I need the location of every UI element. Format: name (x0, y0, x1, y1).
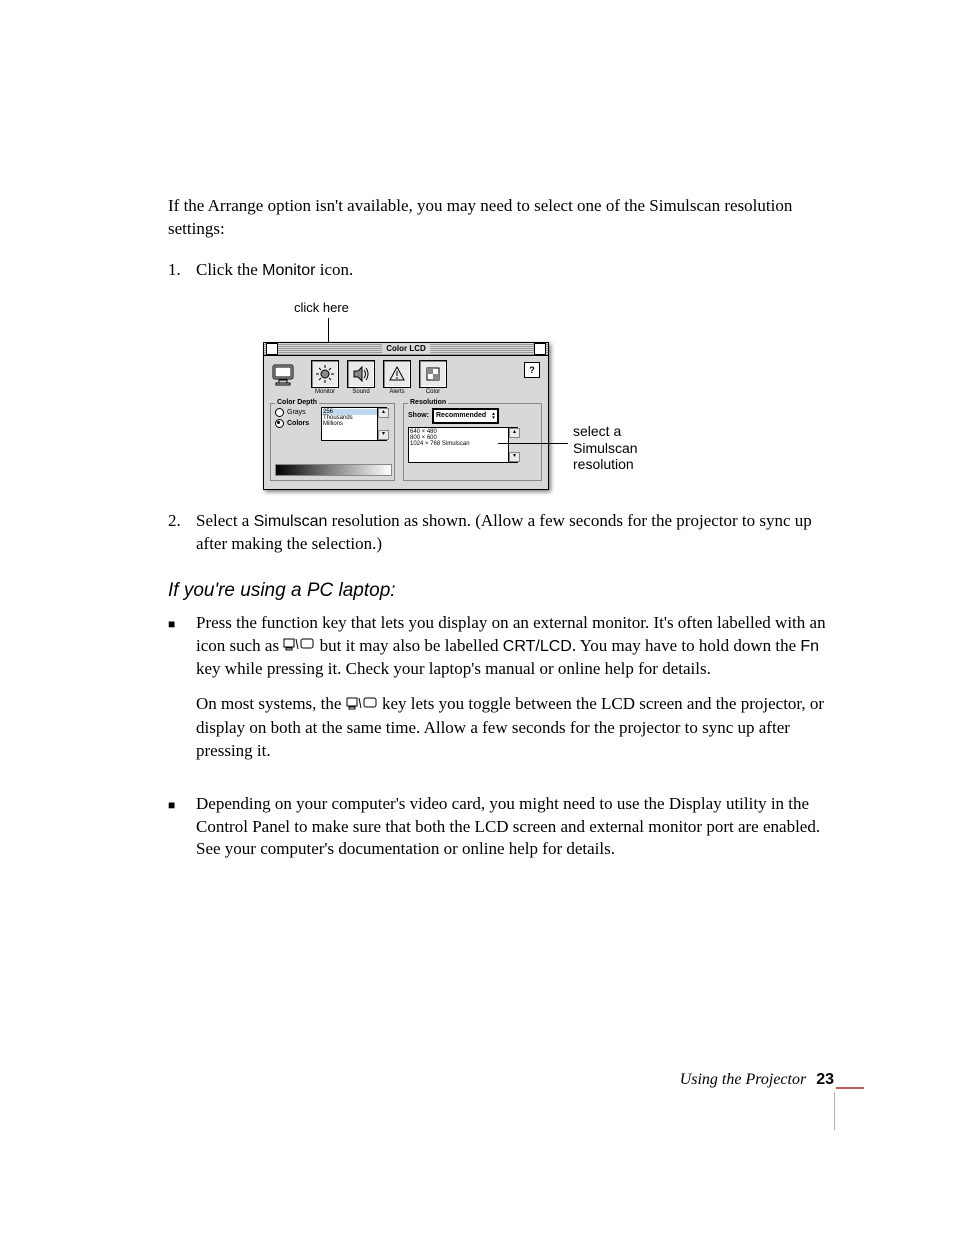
footer-rule (836, 1087, 864, 1089)
annotation-text: select a Simulscan resolution (573, 423, 663, 473)
fn-label: Fn (800, 638, 819, 655)
b2-text: Depending on your computer's video card,… (196, 794, 820, 859)
updown-icon: ▴▾ (492, 412, 495, 420)
scroll-down-icon: ▾ (378, 430, 389, 440)
scroll-down-icon: ▾ (509, 452, 520, 462)
colors-label: Colors (287, 420, 309, 427)
show-select[interactable]: Recommended ▴▾ (432, 408, 499, 424)
bullet-1: ■ Press the function key that lets you d… (168, 612, 834, 775)
resolution-list[interactable]: 640 × 480 800 × 600 1024 × 768 Simulscan… (408, 427, 518, 463)
color-label: Color (426, 389, 440, 395)
click-here-label: click here (294, 300, 349, 315)
step-number: 1. (168, 259, 196, 282)
b1-text-d: key while pressing it. Check your laptop… (196, 659, 711, 678)
radio-icon (275, 408, 284, 417)
scrollbar[interactable]: ▴ ▾ (508, 428, 518, 462)
b1-text-c: . You may have to hold down the (572, 636, 801, 655)
res-1024: 1024 × 768 Simulscan (410, 441, 516, 447)
page-footer: Using the Projector 23 (680, 1071, 834, 1089)
color-tool-button[interactable]: Color (418, 360, 448, 395)
scroll-up-icon: ▴ (378, 408, 389, 418)
step1-suffix: icon. (315, 260, 353, 279)
alerts-label: Alerts (389, 389, 404, 395)
bullet-2: ■ Depending on your computer's video car… (168, 793, 834, 862)
alert-icon (383, 360, 411, 388)
step-1: 1. Click the Monitor icon. (168, 259, 834, 282)
show-label: Show: (408, 412, 429, 419)
color-depth-legend: Color Depth (275, 399, 319, 406)
b1-p2-a: On most systems, the (196, 694, 346, 713)
alerts-tool-button[interactable]: Alerts (382, 360, 412, 395)
step2-prefix: Select a (196, 511, 254, 530)
bullet-icon: ■ (168, 793, 196, 862)
sun-icon (311, 360, 339, 388)
sound-tool-button[interactable]: Sound (346, 360, 376, 395)
show-value: Recommended (436, 412, 486, 419)
crt-lcd-icon (346, 694, 378, 717)
color-icon (419, 360, 447, 388)
depth-millions: Millions (323, 421, 385, 427)
monitor-tool-button[interactable]: Monitor (310, 360, 340, 395)
speaker-icon (347, 360, 375, 388)
resolution-group: Resolution Show: Recommended ▴▾ 640 × 48… (403, 403, 542, 481)
monitor-large-icon (270, 360, 300, 390)
resolution-legend: Resolution (408, 399, 448, 406)
crt-lcd-label: CRT/LCD (503, 638, 572, 655)
depth-list[interactable]: 256 Thousands Millions ▴ ▾ (321, 407, 387, 441)
grays-label: Grays (287, 409, 306, 416)
annotation-line (498, 443, 568, 444)
monitor-dialog-figure: click here Color LCD (168, 300, 834, 490)
help-button[interactable]: ? (524, 362, 540, 378)
pc-laptop-heading: If you're using a PC laptop: (168, 580, 834, 602)
color-lcd-dialog: Color LCD Monitor (263, 342, 549, 490)
intro-text: If the Arrange option isn't available, y… (168, 195, 834, 241)
bullet-icon: ■ (168, 612, 196, 775)
scroll-up-icon: ▴ (509, 428, 520, 438)
b1-text-b: but it may also be labelled (320, 636, 503, 655)
close-box-icon[interactable] (266, 343, 278, 355)
crt-lcd-icon (283, 635, 315, 658)
step1-prefix: Click the (196, 260, 262, 279)
color-depth-group: Color Depth Grays Colors 256 Thousands M… (270, 403, 395, 481)
dialog-toolbar: Monitor Sound Alerts (264, 356, 548, 399)
footer-vertical-rule (834, 1092, 835, 1130)
footer-page-number: 23 (816, 1071, 834, 1089)
gamma-slider[interactable] (275, 464, 392, 476)
dialog-title: Color LCD (382, 344, 430, 353)
step-number: 2. (168, 510, 196, 556)
dialog-titlebar: Color LCD (264, 343, 548, 356)
step1-bold: Monitor (262, 262, 315, 279)
monitor-label: Monitor (315, 389, 335, 395)
scrollbar[interactable]: ▴ ▾ (377, 408, 387, 440)
sound-label: Sound (352, 389, 369, 395)
step2-bold: Simulscan (254, 513, 328, 530)
click-here-line (328, 318, 329, 343)
step-2: 2. Select a Simulscan resolution as show… (168, 510, 834, 556)
collapse-box-icon[interactable] (534, 343, 546, 355)
footer-section: Using the Projector (680, 1071, 807, 1089)
radio-checked-icon (275, 419, 284, 428)
